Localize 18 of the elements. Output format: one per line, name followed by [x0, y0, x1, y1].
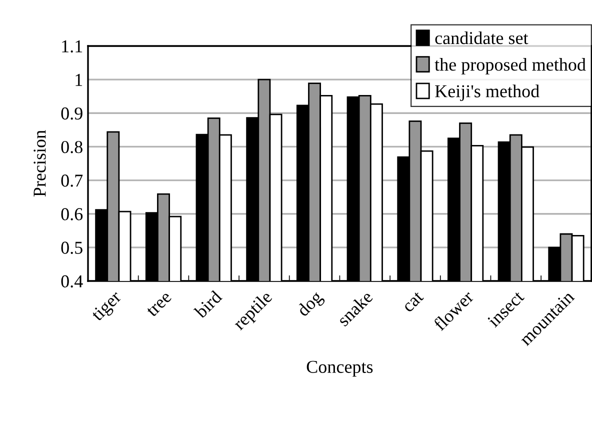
x-tick-label: tree [146, 291, 172, 318]
legend-label: Keiji's method [435, 84, 540, 102]
y-tick-label: 1 [76, 74, 82, 86]
x-tick-label: dog [296, 290, 326, 320]
legend-label: candidate set [435, 31, 528, 44]
y-axis-title: Precision [34, 130, 46, 197]
y-tick-label: 0.4 [61, 275, 83, 288]
x-tick-label: bird [193, 289, 223, 319]
y-tick-label: 1.1 [62, 40, 82, 53]
x-tick-label: tiger [90, 290, 125, 324]
x-axis-title: Concepts [306, 360, 373, 377]
x-tick-label: cat [402, 291, 424, 313]
y-tick-label: 0.9 [61, 107, 82, 120]
y-tick-label: 0.8 [61, 140, 82, 154]
y-tick-label: 0.7 [61, 174, 83, 187]
y-tick-label: 0.6 [61, 208, 83, 220]
legend-label: the proposed method [434, 58, 586, 74]
y-tick-label: 0.5 [61, 242, 82, 254]
